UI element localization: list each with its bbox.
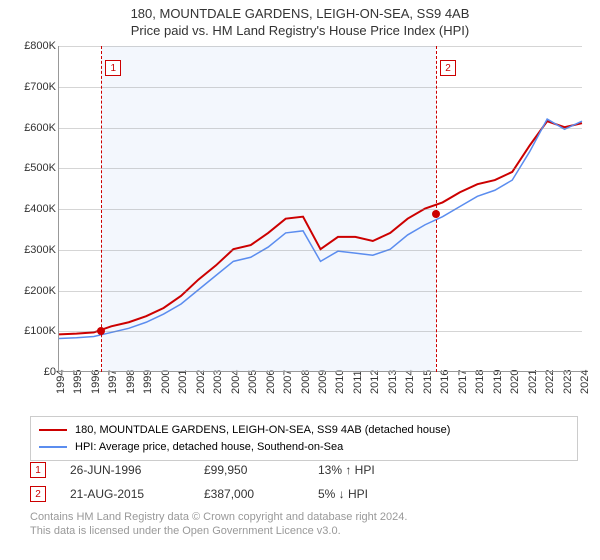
x-axis-label: 2004	[230, 370, 242, 394]
x-axis-label: 2012	[369, 370, 381, 394]
x-axis-label: 1994	[55, 370, 67, 394]
gridline-h	[59, 209, 582, 210]
annotation-date-1: 26-JUN-1996	[70, 463, 180, 477]
y-axis-label: £600K	[10, 122, 56, 134]
chart-area: £0£100K£200K£300K£400K£500K£600K£700K£80…	[10, 46, 590, 406]
x-axis-label: 2009	[317, 370, 329, 394]
y-axis-label: £400K	[10, 203, 56, 215]
gridline-h	[59, 250, 582, 251]
x-axis-label: 2015	[422, 370, 434, 394]
x-axis-label: 2019	[492, 370, 504, 394]
x-axis-label: 2021	[527, 370, 539, 394]
x-axis-label: 2014	[404, 370, 416, 394]
annotation-row-1: 1 26-JUN-1996 £99,950 13% ↑ HPI	[30, 462, 570, 478]
legend-item-2: HPI: Average price, detached house, Sout…	[39, 439, 569, 456]
marker-box-2: 2	[440, 60, 456, 76]
gridline-h	[59, 87, 582, 88]
x-axis-label: 2008	[300, 370, 312, 394]
annotation-row-2: 2 21-AUG-2015 £387,000 5% ↓ HPI	[30, 486, 570, 502]
y-axis-label: £500K	[10, 162, 56, 174]
y-axis-label: £300K	[10, 244, 56, 256]
annotation-price-1: £99,950	[204, 463, 294, 477]
x-axis-label: 2005	[247, 370, 259, 394]
x-axis-label: 2017	[457, 370, 469, 394]
x-axis-label: 2024	[579, 370, 591, 394]
marker-dash-2	[436, 46, 437, 372]
x-axis-label: 2000	[160, 370, 172, 394]
legend-box: 180, MOUNTDALE GARDENS, LEIGH-ON-SEA, SS…	[30, 416, 578, 461]
x-axis-label: 2001	[177, 370, 189, 394]
x-axis-label: 2010	[334, 370, 346, 394]
y-axis-label: £800K	[10, 40, 56, 52]
chart-title-block: 180, MOUNTDALE GARDENS, LEIGH-ON-SEA, SS…	[0, 0, 600, 38]
legend-swatch-2	[39, 446, 67, 448]
series-price_paid	[59, 121, 582, 334]
y-axis-label: £100K	[10, 325, 56, 337]
x-axis-label: 2003	[212, 370, 224, 394]
x-axis-label: 2013	[387, 370, 399, 394]
y-axis-label: £0	[10, 366, 56, 378]
annotation-pct-1: 13% ↑ HPI	[318, 463, 375, 477]
marker-dot-1	[97, 327, 105, 335]
x-axis-label: 2011	[352, 370, 364, 394]
x-axis-label: 2006	[265, 370, 277, 394]
legend-label-1: 180, MOUNTDALE GARDENS, LEIGH-ON-SEA, SS…	[75, 422, 450, 439]
annotation-price-2: £387,000	[204, 487, 294, 501]
x-axis-label: 2002	[195, 370, 207, 394]
x-axis-label: 2018	[474, 370, 486, 394]
gridline-h	[59, 128, 582, 129]
x-axis-label: 1998	[125, 370, 137, 394]
legend-swatch-1	[39, 429, 67, 431]
x-axis-label: 2023	[562, 370, 574, 394]
plot-region	[58, 46, 582, 372]
x-axis-label: 2022	[544, 370, 556, 394]
gridline-h	[59, 291, 582, 292]
series-hpi	[59, 119, 582, 338]
x-axis-label: 2007	[282, 370, 294, 394]
footnote: Contains HM Land Registry data © Crown c…	[30, 510, 570, 539]
footnote-line2: This data is licensed under the Open Gov…	[30, 525, 341, 537]
footnote-line1: Contains HM Land Registry data © Crown c…	[30, 511, 407, 523]
gridline-h	[59, 46, 582, 47]
x-axis-label: 2016	[439, 370, 451, 394]
annotation-marker-2: 2	[30, 486, 46, 502]
gridline-h	[59, 331, 582, 332]
y-axis-label: £200K	[10, 285, 56, 297]
marker-dash-1	[101, 46, 102, 372]
x-axis-label: 1996	[90, 370, 102, 394]
chart-title-line1: 180, MOUNTDALE GARDENS, LEIGH-ON-SEA, SS…	[0, 6, 600, 21]
annotation-date-2: 21-AUG-2015	[70, 487, 180, 501]
y-axis-label: £700K	[10, 81, 56, 93]
marker-box-1: 1	[105, 60, 121, 76]
annotation-marker-1: 1	[30, 462, 46, 478]
annotations-block: 1 26-JUN-1996 £99,950 13% ↑ HPI 2 21-AUG…	[30, 462, 570, 539]
gridline-h	[59, 168, 582, 169]
marker-dot-2	[432, 210, 440, 218]
x-axis-label: 1997	[107, 370, 119, 394]
legend-label-2: HPI: Average price, detached house, Sout…	[75, 439, 343, 456]
x-axis-label: 1995	[72, 370, 84, 394]
x-axis-label: 1999	[142, 370, 154, 394]
chart-title-line2: Price paid vs. HM Land Registry's House …	[0, 23, 600, 38]
x-axis-label: 2020	[509, 370, 521, 394]
annotation-pct-2: 5% ↓ HPI	[318, 487, 368, 501]
legend-item-1: 180, MOUNTDALE GARDENS, LEIGH-ON-SEA, SS…	[39, 422, 569, 439]
